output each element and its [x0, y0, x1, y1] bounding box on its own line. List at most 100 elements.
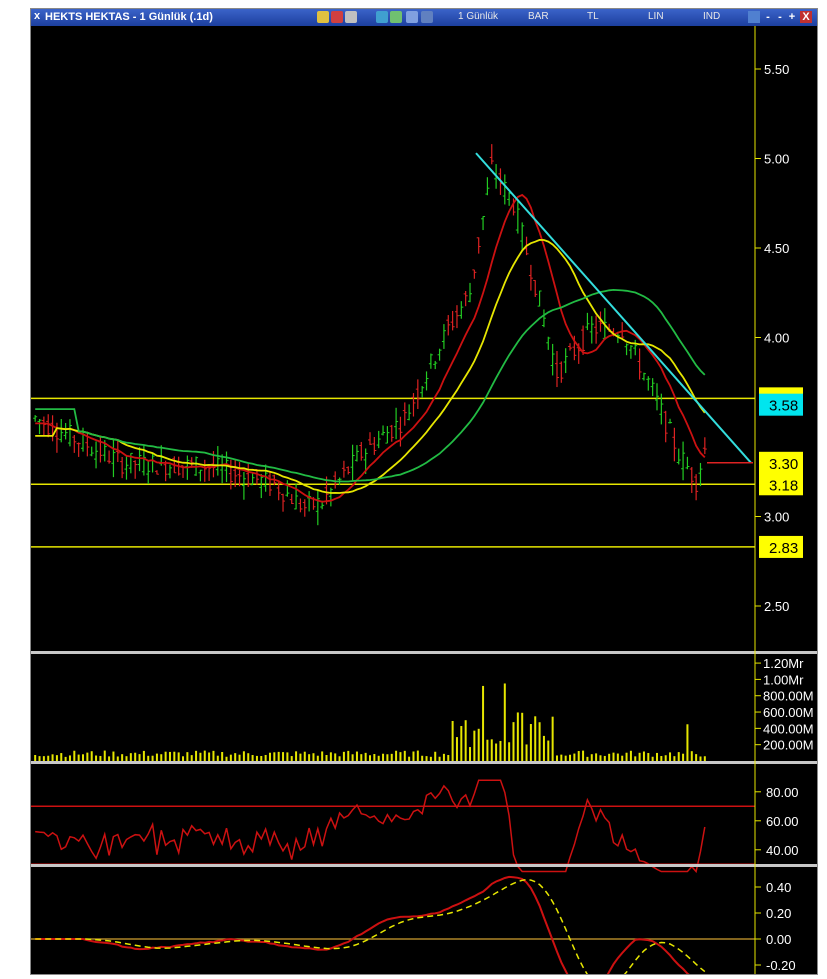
price-axis-label: 5.50 — [764, 62, 789, 77]
volume-bar — [560, 754, 563, 761]
volume-bar — [551, 716, 554, 761]
volume-bar — [190, 755, 193, 761]
volume-bar — [199, 752, 202, 761]
draw-tools-icon[interactable] — [376, 11, 388, 23]
price-bar — [94, 441, 99, 469]
price-bar — [228, 459, 233, 490]
title-bar[interactable]: x HEKTS HEKTAS - 1 Günlük (.1d) 1 Günlük… — [31, 9, 817, 26]
price-bar — [368, 432, 372, 445]
price-bar — [563, 348, 568, 374]
volume-bar — [277, 751, 280, 761]
volume-bar — [47, 755, 50, 761]
price-bar — [302, 499, 307, 517]
scale-selector[interactable]: LIN — [648, 11, 664, 22]
volume-bar — [638, 752, 641, 761]
volume-bar — [403, 750, 406, 761]
price-bar — [589, 316, 594, 344]
currency-selector[interactable]: TL — [587, 11, 599, 22]
price-bar — [515, 200, 520, 234]
volume-bar — [438, 756, 441, 761]
alarm-icon[interactable] — [331, 11, 343, 23]
close-button[interactable]: X — [800, 11, 812, 23]
panel-divider — [31, 864, 817, 867]
volume-bar — [408, 756, 411, 761]
price-bar — [289, 494, 294, 505]
price-bar — [654, 383, 659, 411]
indicator-selector[interactable]: IND — [703, 11, 721, 22]
price-bar — [237, 462, 242, 487]
minimize-button[interactable]: - — [766, 11, 770, 23]
volume-bar — [138, 754, 141, 761]
volume-bar — [477, 728, 480, 761]
volume-bar — [234, 753, 237, 761]
volume-bar — [225, 756, 228, 761]
price-bar — [89, 446, 94, 457]
crosshair-icon[interactable] — [406, 11, 418, 23]
rsi-line — [35, 779, 706, 874]
maximize-button[interactable]: + — [788, 11, 796, 23]
volume-bar — [321, 751, 324, 761]
price-bar — [246, 464, 251, 487]
volume-bar — [51, 754, 54, 761]
price-bar — [663, 410, 668, 443]
volume-bar — [695, 754, 698, 761]
volume-bar — [664, 755, 667, 761]
price-bar — [694, 474, 699, 501]
volume-bar — [364, 752, 367, 761]
price-bar — [233, 459, 238, 488]
volume-bar — [129, 753, 132, 761]
level-badge-label: 3.58 — [769, 398, 798, 415]
price-bar — [428, 353, 433, 369]
chart-canvas[interactable]: 5.505.004.504.003.002.503.663.583.303.18… — [31, 26, 817, 974]
chart-type-selector[interactable]: BAR — [528, 11, 549, 22]
restore-button[interactable]: - — [778, 11, 782, 23]
price-bar — [585, 312, 590, 331]
trendline — [475, 152, 752, 464]
volume-bar — [42, 756, 45, 761]
volume-axis-label: 400.00M — [763, 721, 814, 736]
volume-bar — [542, 735, 545, 761]
close-window-icon[interactable]: x — [34, 10, 41, 22]
price-bar — [98, 435, 103, 463]
price-bar — [641, 372, 646, 381]
zoom-icon[interactable] — [421, 11, 433, 23]
volume-bar — [547, 740, 550, 761]
ma-short-line — [35, 193, 706, 503]
price-bar — [633, 339, 638, 356]
price-bar — [450, 310, 455, 331]
price-bar — [628, 345, 633, 359]
price-bar — [59, 418, 64, 443]
period-selector[interactable]: 1 Günlük — [458, 11, 499, 22]
volume-bar — [421, 755, 424, 761]
volume-axis-label: 1.20Mr — [763, 656, 804, 671]
volume-bar — [86, 752, 89, 761]
price-bar — [454, 305, 459, 329]
calculator-icon[interactable] — [317, 11, 329, 23]
price-bar — [646, 376, 651, 391]
trend-icon[interactable] — [390, 11, 402, 23]
template-icon[interactable] — [345, 11, 357, 23]
price-bar — [167, 464, 172, 479]
price-bar — [489, 144, 494, 165]
macd-panel: 0.40 0.20 0.00 -0.20 — [31, 875, 796, 974]
price-bar — [437, 348, 442, 361]
price-bar — [559, 361, 564, 383]
volume-bar — [673, 756, 676, 761]
settings-icon[interactable] — [748, 11, 760, 23]
volume-bar — [90, 751, 93, 761]
volume-bar — [151, 755, 154, 761]
price-bar — [72, 434, 77, 453]
volume-bar — [490, 739, 493, 761]
price-bar — [650, 378, 655, 397]
volume-bar — [416, 750, 419, 761]
volume-bar — [412, 751, 415, 761]
volume-bar — [569, 754, 572, 761]
price-bar — [441, 324, 446, 349]
price-bar — [698, 462, 703, 487]
price-bar — [333, 471, 338, 489]
volume-bar — [373, 754, 376, 761]
volume-bar — [482, 685, 485, 761]
volume-bar — [286, 752, 289, 761]
price-bar — [133, 460, 138, 479]
